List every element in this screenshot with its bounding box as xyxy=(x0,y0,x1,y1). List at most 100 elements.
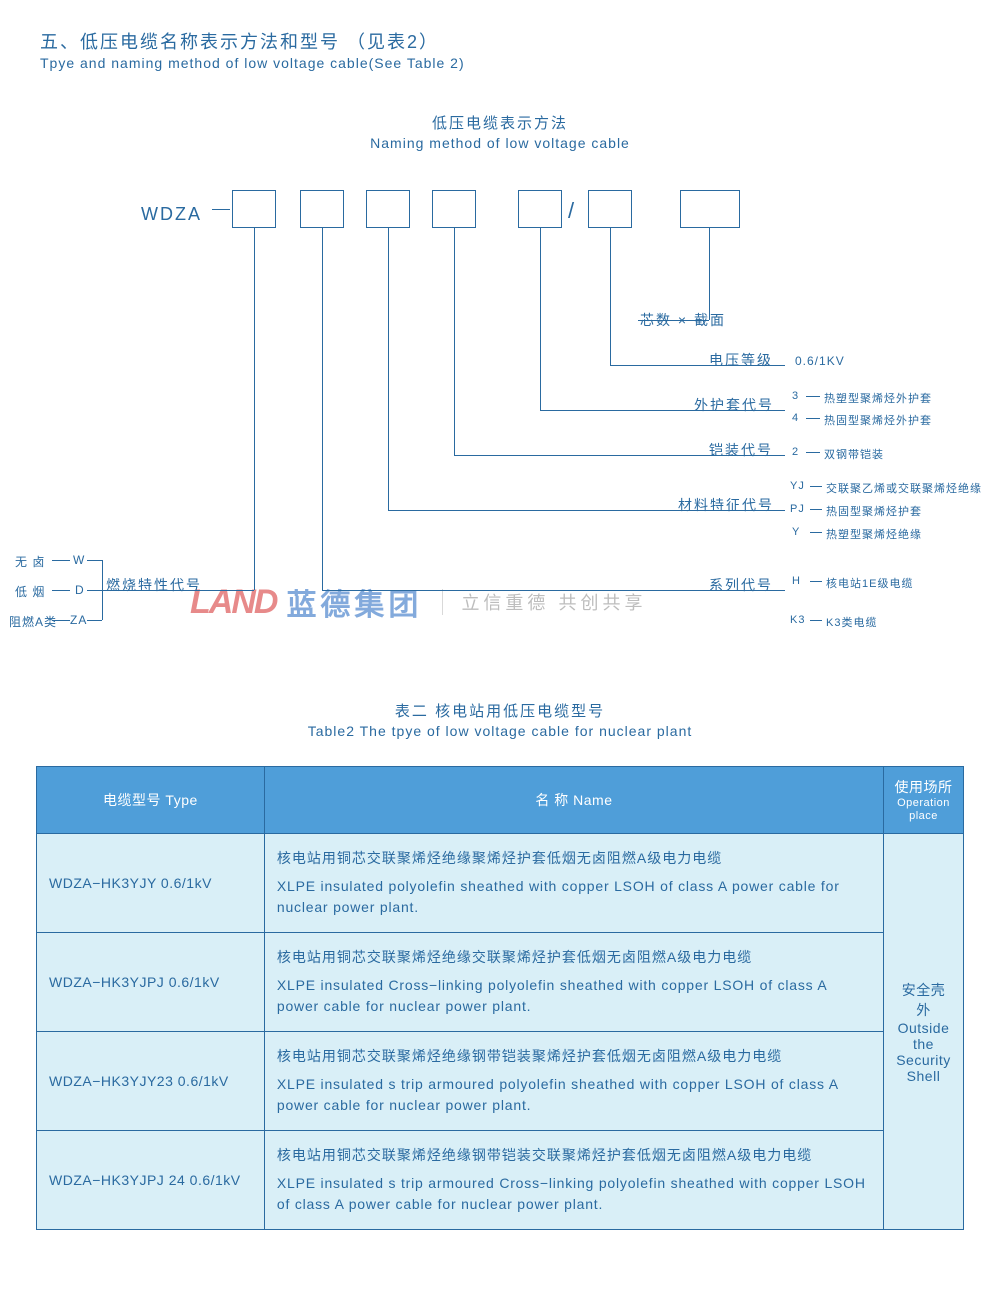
table2-caption-en: Table2 The tpye of low voltage cable for… xyxy=(0,723,1000,739)
naming-diagram: WDZA / 芯数 × 截面 电压等级 0.6/1KV 外护套代号 3 热塑型聚… xyxy=(0,190,1000,650)
burn-text-za: 阻燃A类 xyxy=(9,613,57,630)
line xyxy=(52,560,70,561)
burn-text-d: 低 烟 xyxy=(15,583,45,600)
note-text: 交联聚乙烯或交联聚烯烃绝缘 xyxy=(826,480,982,496)
cell-type: WDZA−HK3YJPJ 24 0.6/1kV xyxy=(37,1131,265,1230)
line xyxy=(388,228,389,510)
name-cn: 核电站用铜芯交联聚烯烃绝缘钢带铠装交联聚烯烃护套低烟无卤阻燃A级电力电缆 xyxy=(277,1145,871,1165)
name-cn: 核电站用铜芯交联聚烯烃绝缘钢带铠装聚烯烃护套低烟无卤阻燃A级电力电缆 xyxy=(277,1046,871,1066)
voltage-value: 0.6/1KV xyxy=(795,354,845,368)
cable-table: 电缆型号 Type 名 称 Name 使用场所 Operation place … xyxy=(36,766,964,1230)
section-title-en: Tpye and naming method of low voltage ca… xyxy=(40,55,465,71)
note-code: YJ xyxy=(790,480,805,492)
table-row: WDZA−HK3YJPJ 24 0.6/1kV 核电站用铜芯交联聚烯烃绝缘钢带铠… xyxy=(37,1131,964,1230)
line xyxy=(52,590,70,591)
dash xyxy=(806,452,820,453)
diagram-title-en: Naming method of low voltage cable xyxy=(0,135,1000,151)
dash xyxy=(810,620,822,621)
cell-type: WDZA−HK3YJY23 0.6/1kV xyxy=(37,1032,265,1131)
line xyxy=(87,620,102,621)
section-title-cn: 五、低压电缆名称表示方法和型号 （见表2） xyxy=(40,28,439,54)
burn-text-w: 无 卤 xyxy=(15,553,45,570)
name-cn: 核电站用铜芯交联聚烯烃绝缘交联聚烯烃护套低烟无卤阻燃A级电力电缆 xyxy=(277,947,871,967)
note-text: 核电站1E级电缆 xyxy=(826,575,913,591)
note-text: 双钢带铠装 xyxy=(824,446,884,462)
code-box-1 xyxy=(300,190,344,228)
field-voltage: 电压等级 xyxy=(709,350,773,370)
field-material: 材料特征代号 xyxy=(678,495,774,515)
place-cn: 安全壳外 xyxy=(896,980,951,1020)
cell-name: 核电站用铜芯交联聚烯烃绝缘钢带铠装聚烯烃护套低烟无卤阻燃A级电力电缆 XLPE … xyxy=(264,1032,883,1131)
line xyxy=(87,560,102,561)
prefix-label: WDZA xyxy=(141,204,202,225)
line xyxy=(540,228,541,410)
place-en: the xyxy=(896,1036,951,1052)
table2-caption-cn: 表二 核电站用低压电缆型号 xyxy=(0,700,1000,721)
cell-place: 安全壳外 Outside the Security Shell xyxy=(883,834,963,1230)
dash xyxy=(806,396,820,397)
cell-name: 核电站用铜芯交联聚烯烃绝缘钢带铠装交联聚烯烃护套低烟无卤阻燃A级电力电缆 XLP… xyxy=(264,1131,883,1230)
name-en: XLPE insulated Cross−linking polyolefin … xyxy=(277,975,871,1017)
field-cores: 芯数 × 截面 xyxy=(640,310,726,330)
line xyxy=(454,228,455,455)
field-series: 系列代号 xyxy=(709,575,773,595)
slash: / xyxy=(568,198,576,224)
line xyxy=(87,590,102,591)
field-sheath: 外护套代号 xyxy=(694,395,774,415)
dash xyxy=(810,532,822,533)
note-code: H xyxy=(792,575,801,587)
burn-code-za: ZA xyxy=(70,613,87,627)
hdr-place-en1: Operation xyxy=(890,797,957,810)
name-en: XLPE insulated polyolefin sheathed with … xyxy=(277,876,871,918)
table-row: WDZA−HK3YJY 0.6/1kV 核电站用铜芯交联聚烯烃绝缘聚烯烃护套低烟… xyxy=(37,834,964,933)
field-armor: 铠装代号 xyxy=(709,440,773,460)
field-burn: 燃烧特性代号 xyxy=(106,575,202,595)
table-row: WDZA−HK3YJPJ 0.6/1kV 核电站用铜芯交联聚烯烃绝缘交联聚烯烃护… xyxy=(37,933,964,1032)
hdr-name: 名 称 Name xyxy=(264,767,883,834)
line xyxy=(254,228,255,590)
note-code: 3 xyxy=(792,390,799,402)
cell-name: 核电站用铜芯交联聚烯烃绝缘聚烯烃护套低烟无卤阻燃A级电力电缆 XLPE insu… xyxy=(264,834,883,933)
code-box-5 xyxy=(588,190,632,228)
dash xyxy=(810,486,822,487)
code-box-4 xyxy=(518,190,562,228)
cell-type: WDZA−HK3YJPJ 0.6/1kV xyxy=(37,933,265,1032)
cell-name: 核电站用铜芯交联聚烯烃绝缘交联聚烯烃护套低烟无卤阻燃A级电力电缆 XLPE in… xyxy=(264,933,883,1032)
dash xyxy=(810,509,822,510)
table-row: WDZA−HK3YJY23 0.6/1kV 核电站用铜芯交联聚烯烃绝缘钢带铠装聚… xyxy=(37,1032,964,1131)
burn-code-w: W xyxy=(73,553,85,567)
place-en: Security xyxy=(896,1052,951,1068)
hdr-place: 使用场所 Operation place xyxy=(883,767,963,834)
burn-code-d: D xyxy=(75,583,85,597)
note-code: 4 xyxy=(792,412,799,424)
note-text: 热塑型聚烯烃绝缘 xyxy=(826,526,922,542)
note-code: 2 xyxy=(792,446,799,458)
note-code: PJ xyxy=(790,503,805,515)
note-code: Y xyxy=(792,526,800,538)
code-box-0 xyxy=(232,190,276,228)
code-box-6 xyxy=(680,190,740,228)
table-header-row: 电缆型号 Type 名 称 Name 使用场所 Operation place xyxy=(37,767,964,834)
note-text: 热固型聚烯烃外护套 xyxy=(824,412,932,428)
line xyxy=(322,228,323,590)
note-text: 热塑型聚烯烃外护套 xyxy=(824,390,932,406)
diagram-title-cn: 低压电缆表示方法 xyxy=(0,112,1000,133)
code-box-3 xyxy=(432,190,476,228)
dash xyxy=(212,209,230,210)
place-en: Outside xyxy=(896,1020,951,1036)
name-en: XLPE insulated s trip armoured Cross−lin… xyxy=(277,1173,871,1215)
code-box-2 xyxy=(366,190,410,228)
place-en: Shell xyxy=(896,1068,951,1084)
line xyxy=(709,228,710,320)
line xyxy=(610,228,611,365)
hdr-place-cn: 使用场所 xyxy=(894,779,952,795)
cell-type: WDZA−HK3YJY 0.6/1kV xyxy=(37,834,265,933)
dash xyxy=(806,418,820,419)
dash xyxy=(810,581,822,582)
hdr-place-en2: place xyxy=(890,810,957,823)
note-text: 热固型聚烯烃护套 xyxy=(826,503,922,519)
name-en: XLPE insulated s trip armoured polyolefi… xyxy=(277,1074,871,1116)
hdr-type: 电缆型号 Type xyxy=(37,767,265,834)
note-text: K3类电缆 xyxy=(826,614,877,630)
note-code: K3 xyxy=(790,614,805,626)
